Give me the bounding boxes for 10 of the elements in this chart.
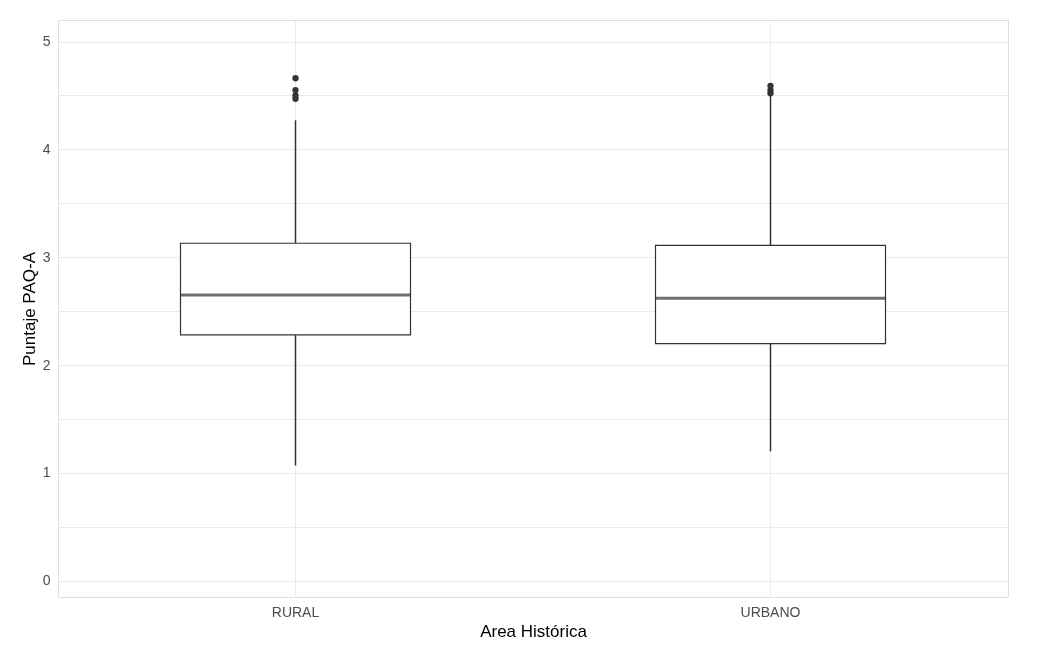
y-tick-label: 3	[42, 248, 51, 265]
y-tick-label: 0	[42, 572, 51, 589]
x-tick-label: RURAL	[271, 603, 320, 620]
y-tick-label: 2	[42, 356, 51, 373]
y-tick-label: 5	[42, 33, 51, 50]
y-tick-label: 1	[42, 464, 51, 481]
x-axis-title: Area Histórica	[480, 621, 588, 641]
y-axis-title: Puntaje PAQ-A	[19, 251, 39, 367]
y-tick-label: 4	[42, 140, 51, 157]
x-tick-label: URBANO	[740, 603, 801, 620]
